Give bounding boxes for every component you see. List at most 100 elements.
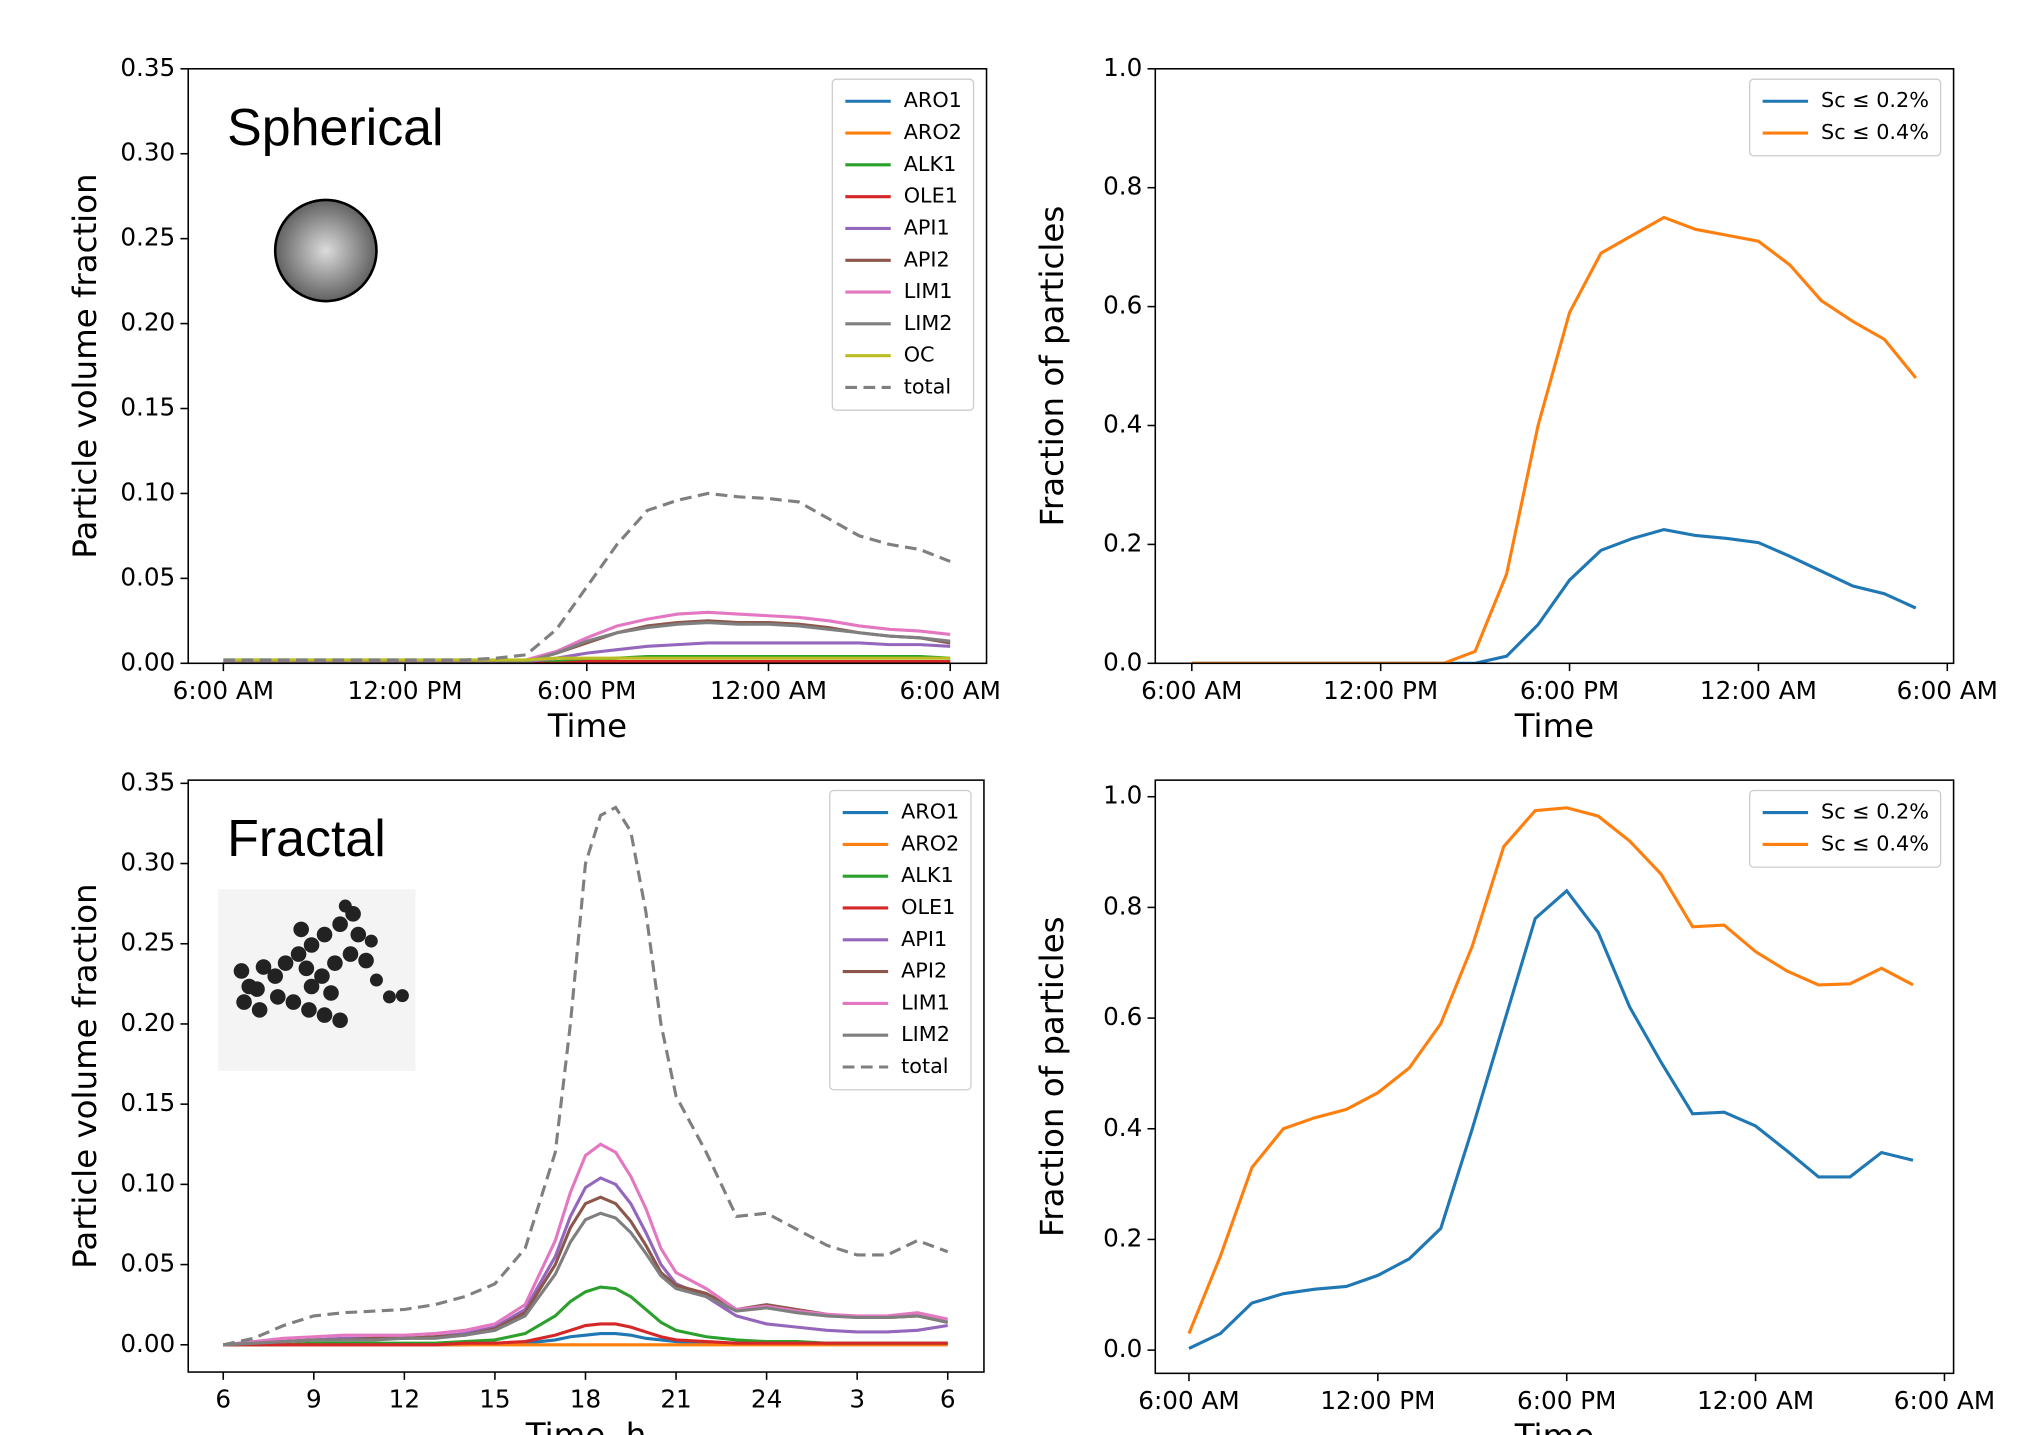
data-line bbox=[1191, 215, 1918, 664]
y-tick-label: 0.25 bbox=[120, 928, 175, 957]
y-tick-label: 0.35 bbox=[120, 767, 175, 796]
y-tick-label: 0.05 bbox=[120, 562, 175, 591]
axes-frame bbox=[1154, 68, 1955, 665]
legend-label: ARO1 bbox=[904, 88, 962, 112]
x-axis-label: Time bbox=[547, 707, 627, 745]
legend-label: LIM2 bbox=[901, 1022, 950, 1046]
plot-area bbox=[223, 491, 951, 664]
y-tick-label: 0.20 bbox=[120, 308, 175, 337]
y-tick-label: 0.10 bbox=[120, 1168, 175, 1197]
legend-label: LIM1 bbox=[901, 990, 950, 1014]
x-tick-label: 12:00 AM bbox=[710, 676, 827, 705]
x-tick-label: 15 bbox=[479, 1385, 510, 1414]
x-tick-label: 6:00 AM bbox=[1138, 1386, 1239, 1415]
y-tick-label: 1.0 bbox=[1103, 53, 1142, 82]
legend-label: API1 bbox=[904, 215, 950, 239]
y-tick-label: 0.20 bbox=[120, 1008, 175, 1037]
plot-area bbox=[1187, 806, 1914, 1350]
x-tick-label: 6:00 AM bbox=[173, 676, 274, 705]
y-tick-label: 0.25 bbox=[120, 223, 175, 252]
data-line bbox=[223, 654, 951, 664]
legend-label: Sc ≤ 0.4% bbox=[1821, 831, 1929, 855]
x-tick-label: 18 bbox=[570, 1385, 601, 1414]
data-line bbox=[223, 1142, 949, 1347]
sphere-icon bbox=[273, 198, 378, 303]
y-tick-label: 0.6 bbox=[1103, 291, 1142, 320]
legend-label: Sc ≤ 0.2% bbox=[1821, 88, 1929, 112]
legend-label: ARO1 bbox=[901, 800, 959, 824]
legend-label: LIM1 bbox=[904, 279, 953, 303]
x-tick-label: 6:00 AM bbox=[1141, 676, 1242, 705]
data-line bbox=[222, 805, 949, 1347]
legend-label: ALK1 bbox=[904, 152, 957, 176]
x-axis-label: Time, h bbox=[525, 1416, 647, 1435]
legend-label: total bbox=[901, 1054, 948, 1078]
fractal-icon bbox=[218, 889, 416, 1071]
y-tick-label: 0.4 bbox=[1103, 1113, 1142, 1142]
x-axis-label: Time bbox=[1514, 707, 1594, 745]
legend-label: API2 bbox=[904, 247, 950, 271]
data-line bbox=[1187, 806, 1914, 1335]
data-line bbox=[223, 660, 951, 664]
y-tick-label: 0.0 bbox=[1103, 647, 1142, 676]
y-tick-label: 0.0 bbox=[1103, 1334, 1142, 1363]
legend-label: Sc ≤ 0.2% bbox=[1821, 800, 1929, 824]
data-line bbox=[223, 1322, 948, 1347]
data-line bbox=[223, 620, 951, 664]
y-tick-label: 0.10 bbox=[120, 477, 175, 506]
legend-box bbox=[831, 78, 975, 411]
x-tick-label: 6:00 PM bbox=[1517, 1386, 1616, 1415]
x-tick-label: 12 bbox=[389, 1385, 420, 1414]
legend-label: LIM2 bbox=[904, 311, 953, 335]
legend-label: total bbox=[904, 374, 951, 398]
y-tick-label: 0.05 bbox=[120, 1249, 175, 1278]
x-tick-label: 24 bbox=[751, 1385, 782, 1414]
y-tick-label: 0.15 bbox=[120, 1088, 175, 1117]
y-tick-label: 0.15 bbox=[120, 393, 175, 422]
x-tick-label: 12:00 AM bbox=[1700, 676, 1817, 705]
data-line bbox=[1191, 527, 1917, 664]
annotation: Fractal bbox=[227, 810, 386, 868]
data-line bbox=[223, 610, 951, 664]
y-tick-label: 0.8 bbox=[1103, 891, 1142, 920]
y-axis-label: Fraction of particles bbox=[1033, 206, 1071, 527]
legend-label: OLE1 bbox=[904, 184, 958, 208]
data-line bbox=[223, 641, 951, 664]
y-tick-label: 0.30 bbox=[120, 848, 175, 877]
y-axis-label: Particle volume fraction bbox=[66, 173, 104, 558]
x-tick-label: 6:00 AM bbox=[1897, 676, 1998, 705]
axes-frame bbox=[1154, 779, 1955, 1375]
annotation: Spherical bbox=[227, 99, 443, 157]
data-line bbox=[1188, 888, 1914, 1350]
plot-area bbox=[222, 805, 949, 1347]
legend-label: API2 bbox=[901, 959, 947, 983]
y-tick-label: 0.8 bbox=[1103, 172, 1142, 201]
axes-frame bbox=[187, 779, 985, 1373]
x-tick-label: 3 bbox=[849, 1385, 865, 1414]
y-tick-label: 0.35 bbox=[120, 53, 175, 82]
legend-label: ALK1 bbox=[901, 863, 954, 887]
x-tick-label: 6:00 AM bbox=[1894, 1386, 1995, 1415]
legend-label: ARO2 bbox=[904, 120, 962, 144]
y-tick-label: 0.00 bbox=[120, 647, 175, 676]
y-tick-label: 0.4 bbox=[1103, 410, 1142, 439]
y-tick-label: 0.2 bbox=[1103, 1223, 1142, 1252]
legend-label: OLE1 bbox=[901, 895, 955, 919]
x-tick-label: 12:00 PM bbox=[1320, 1386, 1435, 1415]
legend-label: Sc ≤ 0.4% bbox=[1821, 120, 1929, 144]
legend-label: API1 bbox=[901, 927, 947, 951]
y-tick-label: 1.0 bbox=[1103, 781, 1142, 810]
x-tick-label: 6 bbox=[215, 1385, 231, 1414]
y-tick-label: 0.2 bbox=[1103, 528, 1142, 557]
legend-box bbox=[1749, 789, 1942, 868]
x-tick-label: 21 bbox=[660, 1385, 691, 1414]
x-tick-label: 6:00 PM bbox=[537, 676, 636, 705]
data-line bbox=[223, 656, 951, 662]
legend-box bbox=[829, 789, 972, 1091]
data-line bbox=[223, 1211, 949, 1347]
y-axis-label: Particle volume fraction bbox=[66, 883, 104, 1268]
legend-label: ARO2 bbox=[901, 831, 959, 855]
y-axis-label: Fraction of particles bbox=[1033, 916, 1071, 1237]
